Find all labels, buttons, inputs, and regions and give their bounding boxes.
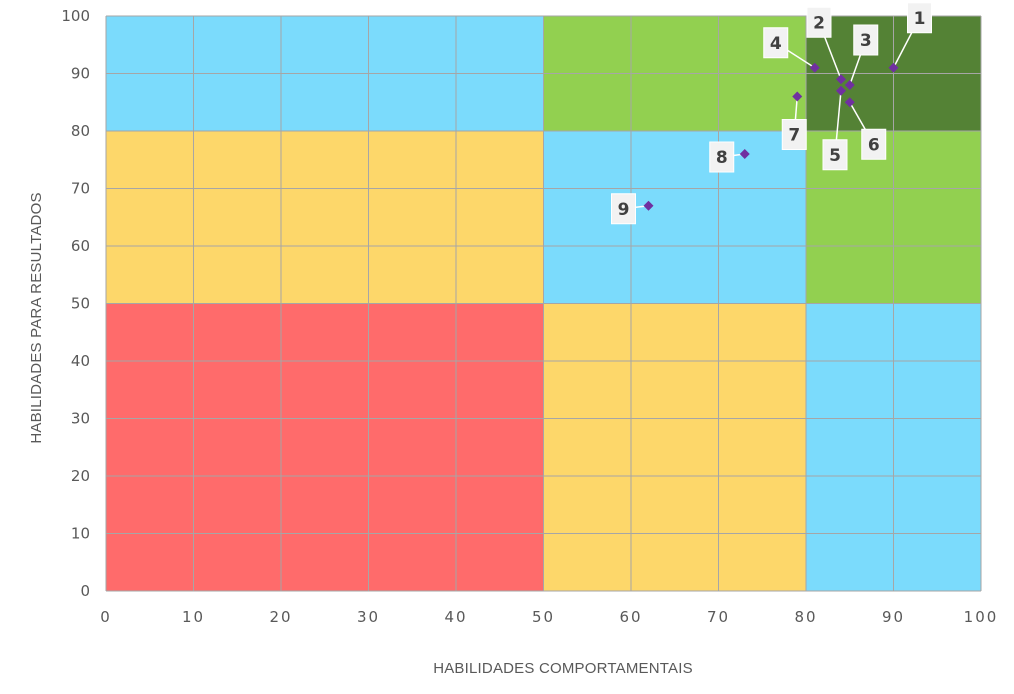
y-axis-title: HABILIDADES PARA RESULTADOS [28,192,45,443]
grid-lines [105,15,982,592]
x-tick-label: 70 [707,608,730,626]
data-point-6 [844,97,855,108]
x-tick-label: 10 [182,608,205,626]
y-tick-label: 20 [71,467,90,485]
data-label-2: 2 [813,13,825,33]
data-point-8 [739,149,750,159]
x-tick-label: 50 [532,608,555,626]
data-point-3 [844,80,855,90]
data-label-7: 7 [788,126,800,146]
data-label-4: 4 [770,34,782,54]
x-axis-title: HABILIDADES COMPORTAMENTAIS [433,660,693,677]
data-label-5: 5 [829,146,841,166]
data-point-2 [836,74,846,85]
x-tick-label: 0 [100,608,112,626]
data-point-9 [643,200,654,211]
data-label-box-6 [861,128,887,160]
data-point-1 [888,62,899,73]
y-axis-ticks: 0 10 20 30 40 50 60 70 80 90 100 [61,7,90,600]
data-label-8: 8 [716,148,728,168]
y-tick-label: 30 [71,410,90,428]
y-tick-label: 10 [71,525,90,543]
x-axis-ticks: 0 10 20 30 40 50 60 70 80 90 100 [100,608,999,626]
data-label-box-8 [709,141,735,173]
data-label-box-9 [611,193,636,225]
data-point-4 [809,62,820,73]
y-tick-label: 100 [61,7,90,25]
data-point-5 [836,85,846,96]
y-tick-label: 80 [71,122,90,140]
y-tick-label: 60 [71,237,90,255]
data-label-3: 3 [860,31,872,51]
y-tick-label: 70 [71,180,90,198]
x-tick-label: 20 [269,608,292,626]
data-label-9: 9 [618,200,630,220]
data-label-box-1 [907,2,932,34]
data-label-box-5 [822,139,848,171]
data-labels: 1 2 3 4 5 6 7 8 9 [611,2,932,225]
zone-3 [106,131,544,304]
data-label-box-7 [781,119,807,150]
data-label-box-3 [853,24,879,56]
x-tick-label: 80 [794,608,817,626]
data-points [643,62,899,211]
y-tick-label: 50 [71,295,90,313]
x-tick-label: 100 [964,608,999,626]
data-label-1: 1 [914,9,926,29]
x-tick-label: 40 [444,608,467,626]
zone-1 [543,303,806,591]
data-label-box-2 [806,6,832,38]
x-tick-label: 90 [882,608,905,626]
data-label-box-4 [763,27,789,59]
x-tick-label: 30 [357,608,380,626]
y-tick-label: 0 [80,582,90,600]
y-tick-label: 90 [71,65,90,83]
zone-4 [543,131,806,304]
data-point-7 [792,91,803,102]
x-tick-label: 60 [619,608,642,626]
y-tick-label: 40 [71,352,90,370]
data-label-6: 6 [868,135,880,155]
zone-0 [106,303,544,591]
